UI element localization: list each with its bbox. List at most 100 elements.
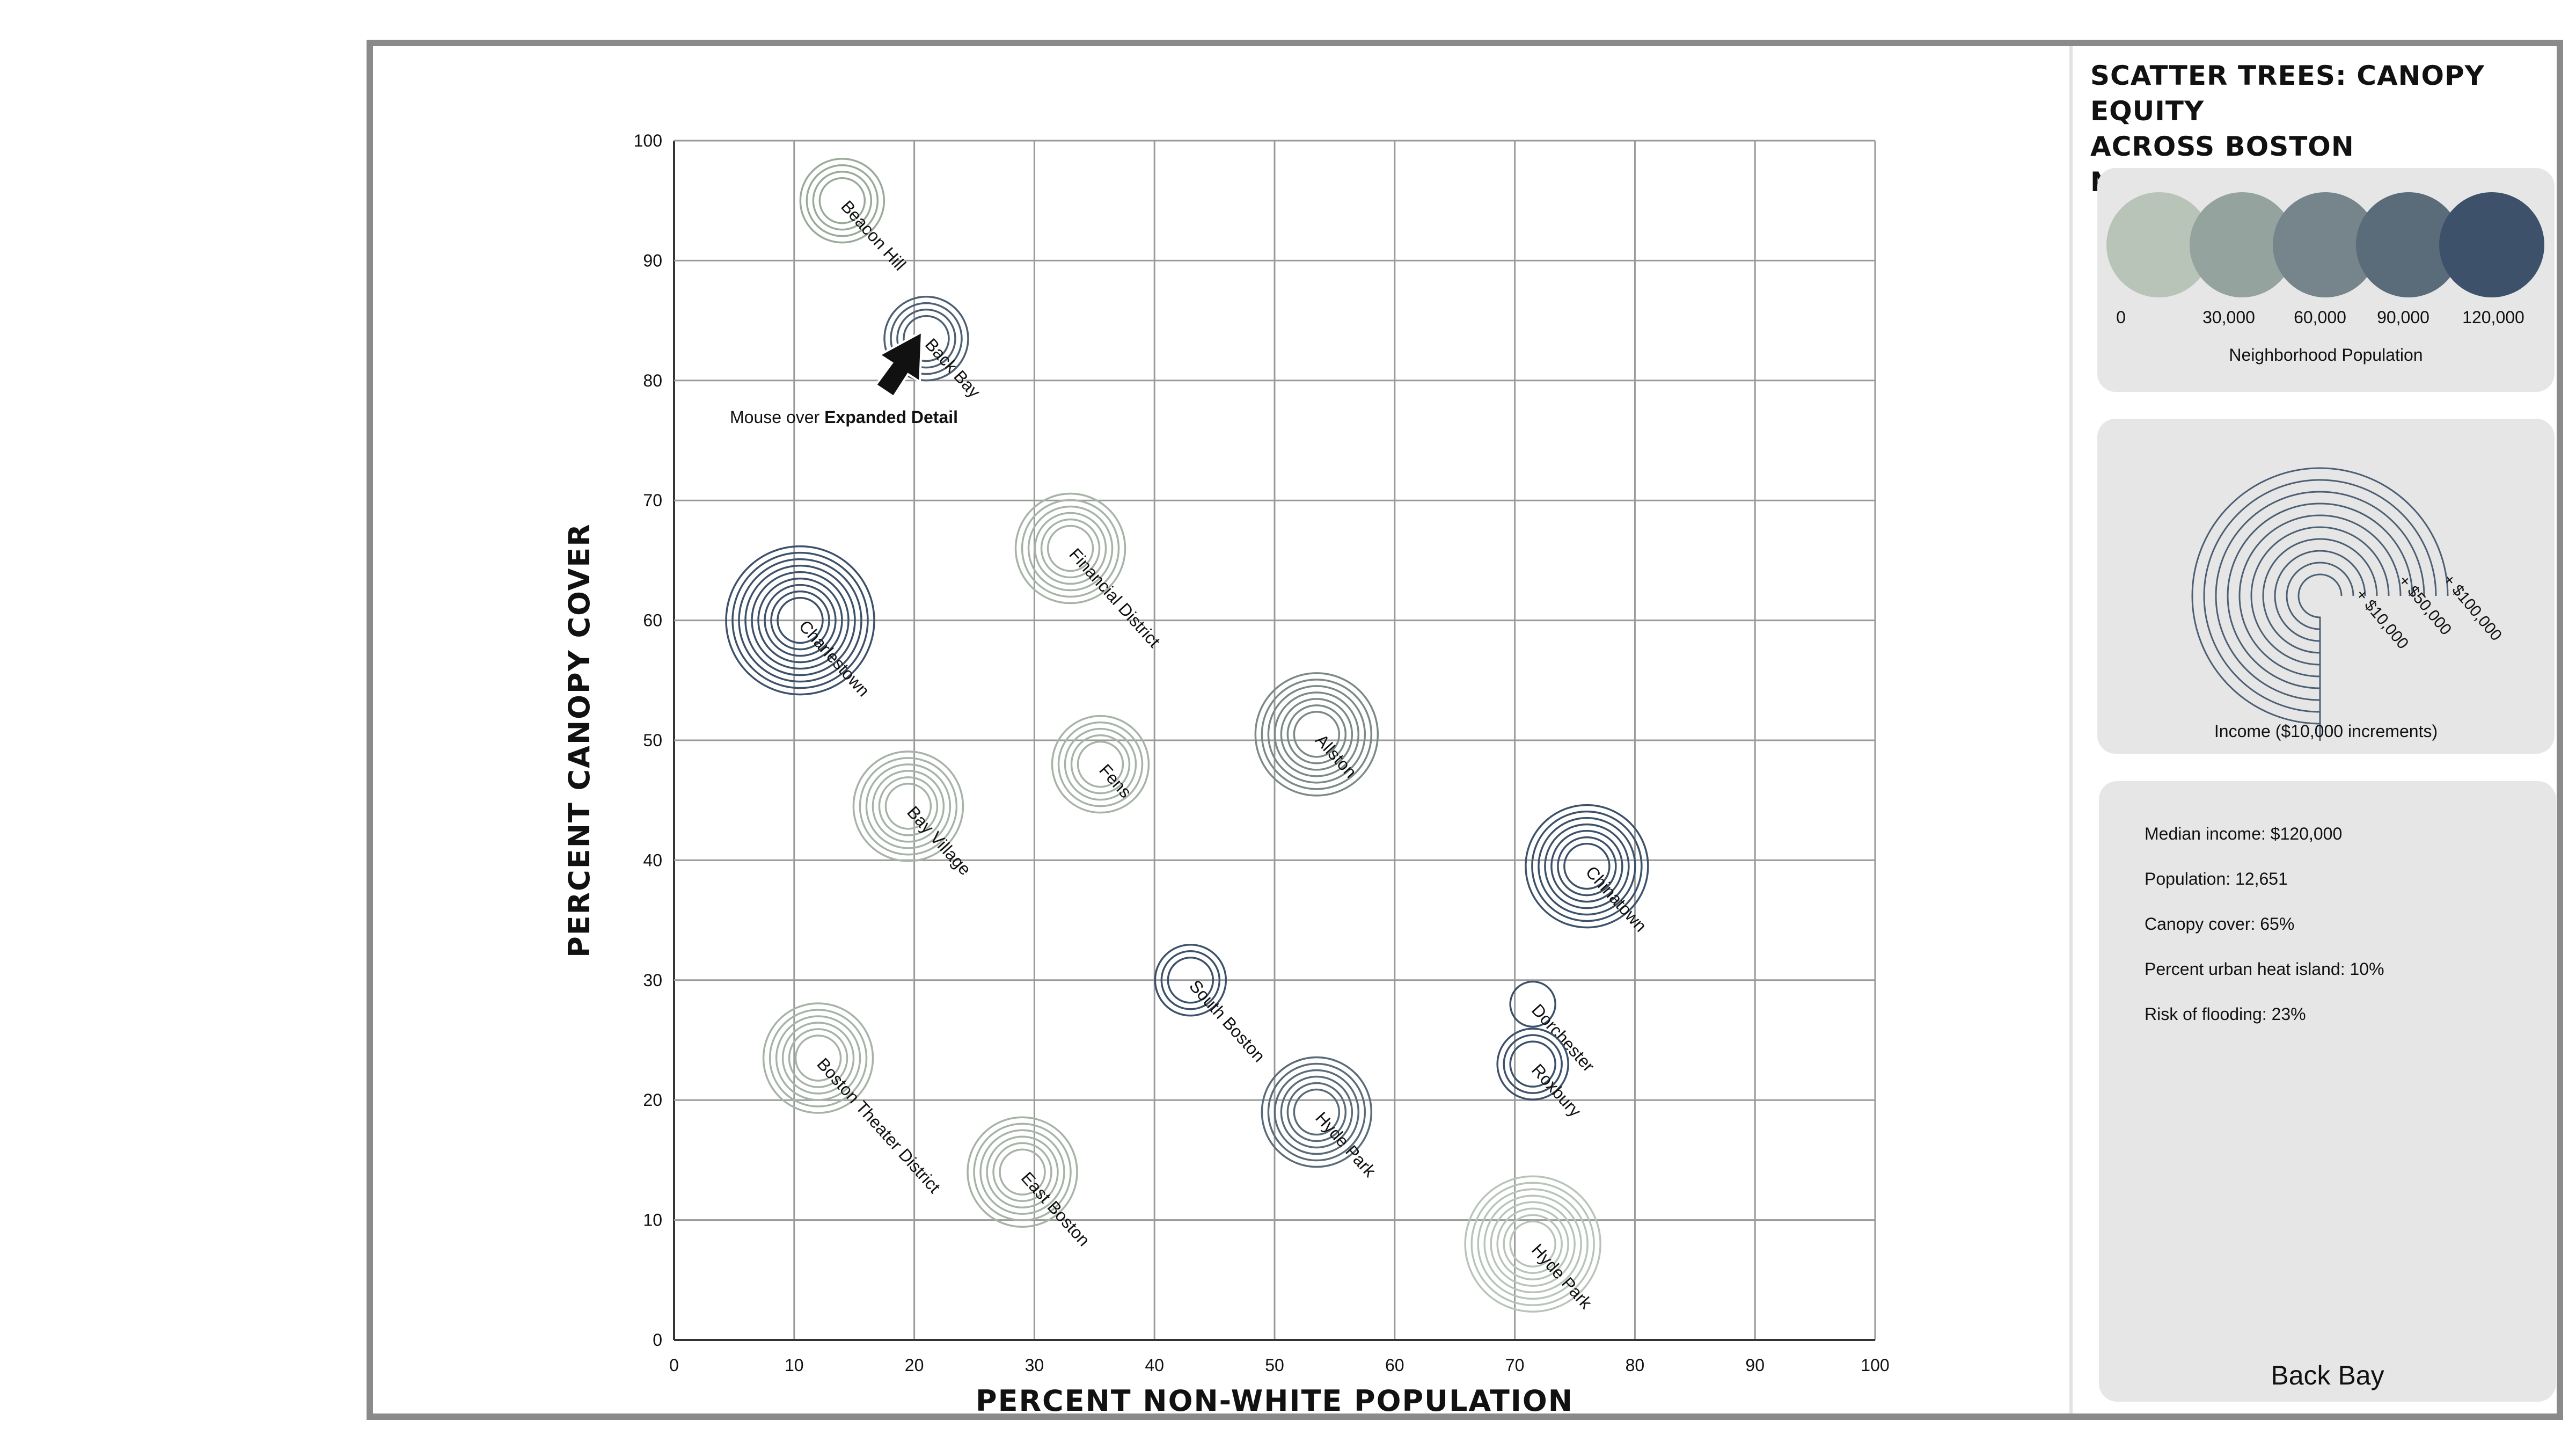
point-ring: [731, 551, 869, 689]
point-ring: [1057, 721, 1144, 807]
point-ring: [1503, 1034, 1563, 1094]
x-tick-label: 60: [1385, 1356, 1404, 1375]
point-ring: [775, 1015, 861, 1101]
population-legend-panel: 0 30,000 60,000 90,000 120,000 Neighborh…: [2097, 168, 2555, 392]
grid: [673, 140, 1876, 1341]
point-ring: [1280, 698, 1353, 771]
point-ring: [1267, 685, 1366, 784]
detail-median-income: Median income: $120,000: [2145, 824, 2343, 843]
point-ring: [751, 571, 850, 670]
point-label: Financial District: [1065, 544, 1164, 651]
point-label: East Boston: [1018, 1168, 1094, 1250]
point-ring: [1490, 1201, 1576, 1287]
point-ring: [1503, 1214, 1563, 1274]
y-tick-label: 100: [634, 131, 662, 150]
x-tick-label: 50: [1265, 1356, 1284, 1375]
point-ring: [744, 564, 856, 676]
population-swatch-4: [2439, 192, 2544, 297]
point-ring: [1261, 679, 1373, 790]
point-ring: [967, 1116, 1078, 1228]
y-tick-label: 90: [643, 251, 662, 270]
income-ring: [2215, 491, 2425, 741]
population-tick-2: 60,000: [2294, 308, 2346, 327]
point-ring: [1274, 691, 1360, 777]
y-tick-label: 70: [643, 491, 662, 510]
point-ring: [1286, 704, 1347, 764]
point-hyde-park: Hyde Park: [1261, 1056, 1380, 1181]
population-tick-0: 0: [2116, 308, 2126, 327]
point-ring: [1167, 957, 1214, 1004]
point-ring: [812, 170, 873, 231]
point-label: Boston Theater District: [813, 1054, 944, 1197]
y-tick-label: 80: [643, 371, 662, 390]
income-ring: [2203, 479, 2437, 741]
point-label: Hyde Park: [1312, 1108, 1380, 1181]
mouse-cursor-icon: [874, 330, 924, 398]
point-ring: [1550, 829, 1623, 903]
point-ring: [1267, 1062, 1366, 1162]
y-tick-label: 10: [643, 1211, 662, 1230]
income-legend-panel: + $10,000 + $50,000 + $100,000 Income ($…: [2097, 419, 2555, 754]
point-ring: [1483, 1194, 1582, 1294]
point-ring: [979, 1129, 1065, 1215]
x-tick-label: 20: [905, 1356, 924, 1375]
point-ring: [794, 1034, 842, 1082]
visualization-frame: [367, 40, 2563, 1420]
point-ring: [1496, 1207, 1569, 1281]
point-ring: [1021, 499, 1120, 598]
point-ring: [788, 1028, 848, 1088]
point-ring: [1470, 1182, 1595, 1307]
population-legend-caption: Neighborhood Population: [2229, 345, 2423, 365]
expanded-detail-panel: Median income: $120,000 Population: 12,6…: [2099, 781, 2556, 1402]
hover-annotation: Mouse over Expanded Detail: [730, 330, 958, 427]
point-label: Hyde Park: [1528, 1240, 1596, 1313]
point-label: Roxbury: [1528, 1060, 1585, 1121]
point-ring: [1509, 980, 1556, 1028]
income-rings: [2191, 467, 2449, 741]
sidebar: [2069, 46, 2560, 1413]
point-south-boston: South Boston: [1154, 944, 1269, 1066]
income-ring: [2238, 514, 2402, 741]
x-tick-label: 80: [1626, 1356, 1645, 1375]
point-ring: [1563, 842, 1611, 890]
detail-canopy-cover: Canopy cover: 65%: [2145, 914, 2295, 934]
detail-heat-island: Percent urban heat island: 10%: [2145, 959, 2384, 979]
point-ring: [1046, 524, 1094, 572]
x-tick-label: 40: [1145, 1356, 1164, 1375]
point-ring: [1293, 711, 1341, 758]
x-tick-label: 100: [1861, 1356, 1889, 1375]
point-ring: [738, 558, 862, 683]
point-chinatown: Chinatown: [1525, 804, 1651, 936]
point-ring: [799, 157, 885, 244]
x-axis-title: PERCENT NON-WHITE POPULATION: [976, 1384, 1574, 1418]
income-ring: [2191, 467, 2449, 741]
x-tick-label: 30: [1025, 1356, 1044, 1375]
income-ring: [2286, 562, 2354, 741]
point-ring: [1254, 672, 1379, 797]
y-tick-label: 20: [643, 1090, 662, 1110]
x-tick-label: 10: [785, 1356, 804, 1375]
point-ring: [1509, 1220, 1556, 1268]
point-ring: [1154, 944, 1227, 1017]
population-tick-4: 120,000: [2462, 308, 2524, 327]
point-ring: [777, 596, 824, 644]
point-ring: [1557, 836, 1617, 897]
axes: 0 10 20 30 40 50 60 70 80 90 100 0 10 20 30 40 50 60 70 80 9…: [562, 131, 1890, 1418]
point-ring: [1014, 492, 1126, 604]
point-ring: [1286, 1082, 1347, 1142]
point-ring: [878, 776, 939, 836]
annotation-text: Mouse over Expanded Detail: [730, 407, 958, 427]
x-tick-label: 70: [1505, 1356, 1525, 1375]
point-ring: [896, 308, 956, 369]
point-hyde-park: Hyde Park: [1464, 1175, 1601, 1313]
point-ring: [852, 750, 964, 862]
point-ring: [1509, 1040, 1556, 1088]
point-ring: [999, 1148, 1046, 1196]
point-ring: [903, 315, 950, 362]
title-line-1: SCATTER TREES: CANOPY EQUITY: [2090, 60, 2485, 127]
y-tick-label: 60: [643, 611, 662, 630]
income-ring: [2274, 550, 2366, 741]
point-ring: [1027, 505, 1114, 592]
income-ring: [2262, 538, 2378, 741]
